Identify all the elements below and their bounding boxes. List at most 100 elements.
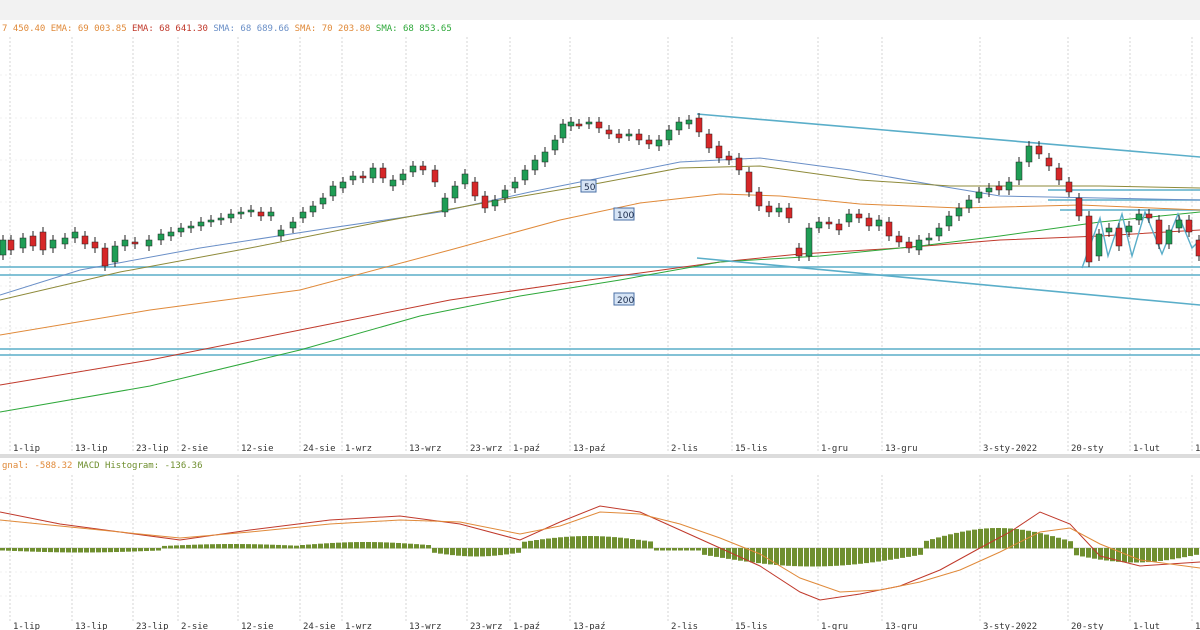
histogram-bar — [1098, 548, 1103, 560]
candle-body — [865, 217, 873, 227]
histogram-bar — [216, 544, 221, 549]
histogram-bar — [696, 548, 701, 551]
histogram-bar — [702, 548, 707, 555]
top-strip — [0, 0, 1200, 20]
ema-line — [0, 229, 1200, 386]
candle-body — [247, 209, 255, 213]
histogram-bar — [426, 545, 431, 549]
histogram-bar — [450, 548, 455, 556]
histogram-bar — [432, 548, 437, 553]
histogram-bar — [342, 542, 347, 549]
ma200-tag-box — [613, 292, 635, 306]
candle-body — [559, 123, 567, 139]
candle-body — [501, 189, 509, 199]
candle-body — [835, 223, 843, 231]
x-tick-label: 20-sty — [1071, 444, 1104, 454]
x-tick-label: 13-wrz — [409, 444, 442, 454]
histogram-bar — [294, 545, 299, 549]
histogram-bar — [1008, 528, 1013, 549]
histogram-bar — [858, 548, 863, 564]
histogram-bar — [348, 542, 353, 549]
candle-body — [319, 197, 327, 205]
x-tick-label: 13-paź — [573, 444, 606, 454]
candle-body — [145, 239, 153, 247]
histogram-bar — [672, 548, 677, 551]
x-tick-label: 1-lut — [1133, 444, 1160, 454]
candle-body — [955, 207, 963, 217]
histogram-bar — [750, 548, 755, 563]
candle-body — [61, 237, 69, 245]
histogram-bar — [1038, 533, 1043, 549]
candle-body — [945, 215, 953, 227]
histogram-bar — [1158, 548, 1163, 561]
histogram-bar — [1080, 548, 1085, 557]
histogram-bar — [822, 548, 827, 567]
candle-body — [1185, 219, 1193, 233]
candle-body — [965, 199, 973, 209]
histogram-bar — [90, 548, 95, 553]
candle-body — [1105, 227, 1113, 233]
histogram-bar — [948, 534, 953, 549]
macd-lines — [0, 505, 1200, 601]
histogram-bar — [954, 532, 959, 549]
histogram-bar — [918, 548, 923, 555]
histogram-bar — [942, 535, 947, 549]
trendlines — [696, 113, 1200, 306]
candle-body — [845, 213, 853, 223]
x-tick-label: 23-wrz — [470, 444, 503, 454]
histogram-bar — [270, 544, 275, 549]
candle-body — [1135, 213, 1143, 221]
histogram-bar — [1176, 548, 1181, 559]
histogram-bar — [606, 536, 611, 549]
candle-body — [635, 133, 643, 141]
x-tick-label: 13-paź — [573, 622, 606, 630]
candle-body — [1155, 219, 1163, 245]
candle-body — [985, 187, 993, 193]
candle-body — [267, 211, 275, 217]
histogram-bar — [18, 548, 23, 552]
price-legend-item: EMA: 68 641.30 — [127, 24, 208, 34]
x-tick-label: 3-sty-2022 — [983, 444, 1037, 454]
histogram-bar — [198, 544, 203, 549]
candle-body — [217, 217, 225, 221]
histogram-bar — [72, 548, 77, 553]
candle-body — [925, 237, 933, 241]
macd-line — [0, 505, 1200, 601]
histogram-bar — [1092, 548, 1097, 559]
histogram-bar — [684, 548, 689, 551]
candle-body — [157, 233, 165, 241]
candle-body — [207, 219, 215, 223]
candle-body — [765, 205, 773, 213]
histogram-bar — [1182, 548, 1187, 558]
candle-body — [19, 237, 27, 249]
macd-x-axis: 1-lip 13-lip 23-lip 2-sie 12-sie 24-sie 1-wrz 1… — [13, 622, 1200, 630]
histogram-bar — [840, 548, 845, 566]
histogram-bar — [618, 537, 623, 549]
x-tick-label: 1-paź — [513, 444, 540, 454]
x-tick-label: 1-gru — [821, 444, 848, 454]
candle-body — [451, 185, 459, 199]
histogram-bar — [306, 544, 311, 549]
histogram-bar — [1074, 548, 1079, 556]
histogram-bar — [186, 544, 191, 549]
ma50-tag: 50 — [584, 183, 596, 193]
candle-body — [805, 227, 813, 257]
candle-body — [101, 247, 109, 267]
histogram-bar — [456, 548, 461, 556]
histogram-bar — [360, 542, 365, 549]
histogram-bar — [1026, 530, 1031, 549]
x-tick-label: 13-gru — [885, 444, 918, 454]
histogram-bar — [42, 548, 47, 552]
candle-body — [875, 219, 883, 227]
histogram-bar — [576, 536, 581, 549]
histogram-bar — [534, 540, 539, 549]
x-tick-label: 12-sie — [241, 444, 274, 454]
candle-body — [409, 165, 417, 173]
histogram-bar — [540, 539, 545, 549]
histogram-bar — [36, 548, 41, 552]
histogram-bar — [774, 548, 779, 565]
x-tick-label: 2-lis — [671, 622, 698, 630]
histogram-bar — [792, 548, 797, 567]
histogram-bar — [492, 548, 497, 556]
histogram-bar — [420, 544, 425, 549]
